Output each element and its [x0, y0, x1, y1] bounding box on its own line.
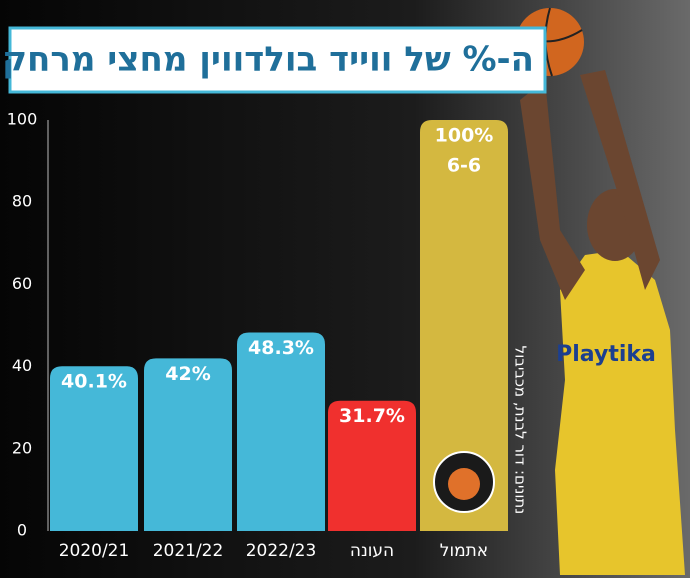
value-label: 100%: [435, 125, 494, 147]
x-tick-label: 2022/23: [246, 541, 317, 561]
bar: [237, 332, 325, 531]
y-tick-label: 20: [12, 438, 32, 457]
x-tick-label: אתמול: [440, 541, 488, 561]
y-tick-label: 60: [12, 274, 32, 293]
y-tick-label: 40: [12, 356, 32, 375]
value-label: 40.1%: [61, 371, 127, 393]
x-tick-label: 2020/21: [59, 541, 130, 561]
value-label: 31.7%: [339, 405, 405, 427]
player-illustration: Playtika: [516, 7, 685, 575]
chart-title: ה-% של ווייד בולדווין מחצי מרחק: [2, 40, 534, 80]
x-tick-label: 2021/22: [153, 541, 224, 561]
title-box: [8, 26, 547, 94]
value-label: 48.3%: [248, 337, 314, 359]
y-tick-label: 100: [7, 110, 38, 129]
svg-text:Playtika: Playtika: [556, 342, 656, 367]
bar: [420, 120, 508, 531]
annotation: 6-6: [447, 155, 481, 177]
x-tick-label: העונה: [350, 541, 394, 561]
value-label: 42%: [165, 363, 210, 385]
y-tick-label: 0: [17, 521, 27, 540]
source-note: נתונים: דור לבנת, מכביבול: [512, 346, 530, 515]
bar: [50, 366, 138, 531]
bar: [144, 358, 232, 531]
logo-ball: [448, 468, 480, 500]
y-tick-label: 80: [12, 192, 32, 211]
bar: [328, 400, 416, 531]
